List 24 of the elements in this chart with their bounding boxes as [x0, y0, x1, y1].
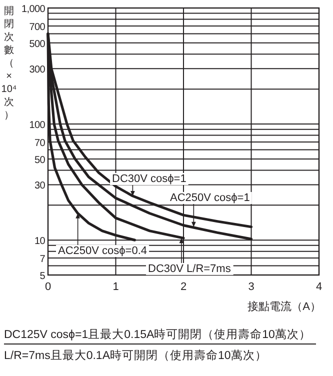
annotation: DC30V cosϕ=1: [112, 173, 186, 185]
x-tick-label: 0: [44, 281, 52, 293]
x-tick-label: 4: [316, 281, 322, 293]
y-tick-label: 30: [34, 180, 46, 192]
y-tick-label: 7: [40, 254, 46, 266]
text: 開閉次數（×10⁴次）: [1, 6, 17, 121]
y-tick-label: 1,000: [21, 4, 46, 15]
annotation: DC30V L/R=7ms: [148, 263, 232, 275]
text: L/R=7ms且最大0.1A時可開閉（使用壽命10萬次）: [4, 349, 267, 362]
y-tick-label: 100: [29, 120, 46, 132]
annotation: AC250V cosϕ=1: [170, 192, 250, 204]
y-tick-label: 300: [29, 64, 46, 76]
y-tick-label: 700: [29, 22, 46, 33]
y-tick-label: 10: [34, 236, 46, 248]
text: DC125V cosϕ=1且最大0.15A時可開閉（使用壽命10萬次）: [4, 328, 311, 341]
y-tick-label: 500: [29, 38, 46, 50]
x-tick-label: 1: [112, 281, 119, 293]
x-tick-label: 2: [180, 281, 187, 293]
y-tick-label: 70: [34, 138, 46, 150]
x-tick-label: 3: [248, 281, 254, 293]
y-tick-label: 5: [40, 271, 46, 282]
y-tick-label: 50: [34, 154, 46, 166]
annotation: AC250V cosϕ=0.4: [58, 245, 148, 257]
x-axis-title: 接點電流（A）: [248, 300, 321, 313]
